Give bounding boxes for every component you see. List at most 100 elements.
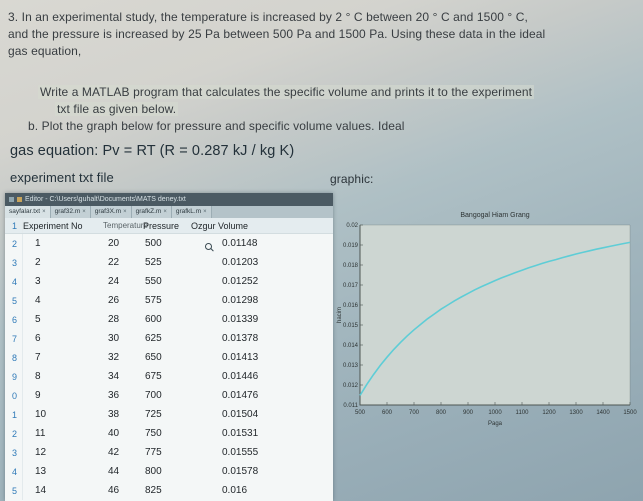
editor-tab[interactable]: grafkL.m ×: [171, 206, 212, 218]
table-row[interactable]: 7 6 30 625 0.01378: [5, 329, 333, 348]
table-row[interactable]: 9 8 34 675 0.01446: [5, 367, 333, 386]
editor-tabs: sayfalar.txt × graf32.m × graf3X.m × grafkZ.m ×…: [5, 206, 333, 218]
table-row[interactable]: 5 4 26 575 0.01298: [5, 291, 333, 310]
problem-line-3: gas equation,: [8, 44, 82, 58]
volume-value: 0.01148: [222, 238, 258, 249]
cell-temperature: 46: [108, 485, 120, 496]
cell-temperature: 32: [108, 352, 120, 363]
table-row[interactable]: 0 9 36 700 0.01476: [5, 386, 333, 405]
editor-titlebar[interactable]: Editor - C:\Users\guhalt\Documents\MATS …: [5, 193, 333, 206]
cell-experiment-no: 6: [35, 333, 41, 344]
cell-volume: 0.01252: [191, 276, 333, 287]
table-row[interactable]: 2 1 20 500 0.01148: [5, 234, 333, 253]
table-row[interactable]: 3 12 42 775 0.01555: [5, 443, 333, 462]
table-row[interactable]: 8 7 32 650 0.01413: [5, 348, 333, 367]
x-tick-label: 1400: [596, 410, 610, 416]
cell-experiment-no: 10: [35, 409, 47, 420]
table-row[interactable]: 4 3 24 550 0.01252: [5, 272, 333, 291]
cell-experiment-no: 3: [35, 276, 41, 287]
problem-line-a1: Write a MATLAB program that calculates t…: [38, 85, 535, 99]
line-number: 3: [5, 253, 23, 272]
cell-volume: 0.01446: [191, 371, 333, 382]
volume-value: 0.01378: [222, 333, 259, 344]
editor-tab[interactable]: sayfalar.txt ×: [5, 206, 51, 218]
y-tick-label: 0.013: [343, 363, 359, 369]
y-tick-label: 0.017: [343, 283, 359, 289]
line-number: 5: [5, 291, 23, 310]
tab-label: graf32.m: [54, 208, 81, 215]
cell-pressure: 825: [145, 485, 162, 496]
cell-volume: 0.01339: [191, 314, 333, 325]
tab-close-icon[interactable]: ×: [123, 209, 127, 215]
x-tick-label: 1100: [516, 410, 530, 416]
editor-window: Editor - C:\Users\guhalt\Documents\MATS …: [5, 193, 333, 501]
x-tick-label: 800: [436, 410, 447, 416]
tab-label: grafkZ.m: [135, 208, 162, 215]
col-header-pressure: Pressure: [143, 220, 180, 231]
volume-value: 0.01446: [222, 371, 259, 382]
line-number: 4: [5, 272, 23, 291]
table-row[interactable]: 6 5 28 600 0.01339: [5, 310, 333, 329]
cell-temperature: 42: [108, 447, 120, 458]
tab-label: grafkL.m: [175, 208, 202, 215]
cell-pressure: 600: [145, 314, 162, 325]
cell-temperature: 38: [108, 409, 120, 420]
axes-box: [360, 224, 631, 405]
cell-volume: 0.01555: [191, 447, 333, 458]
col-header-temperature: Temperature: [103, 221, 148, 230]
cell-experiment-no: 7: [35, 352, 41, 363]
table-row[interactable]: 1 10 38 725 0.01504: [5, 405, 333, 424]
x-tick-label: 600: [382, 410, 393, 416]
editor-title: Editor - C:\Users\guhalt\Documents\MATS …: [25, 196, 186, 203]
problem-line-b: b. Plot the graph below for pressure and…: [28, 119, 405, 133]
curve-line: [359, 241, 631, 396]
axes: [359, 225, 630, 406]
cell-experiment-no: 4: [35, 295, 41, 306]
editor-tab[interactable]: graf32.m ×: [50, 206, 91, 218]
x-tick-label: 1200: [542, 410, 556, 416]
cell-pressure: 500: [145, 238, 162, 249]
cell-temperature: 20: [108, 238, 120, 249]
line-number: 7: [5, 329, 23, 348]
cell-volume: 0.01413: [191, 352, 333, 363]
editor-tab[interactable]: grafkZ.m ×: [131, 206, 172, 218]
cell-experiment-no: 2: [35, 257, 41, 268]
tab-close-icon[interactable]: ×: [42, 209, 46, 215]
cell-temperature: 24: [108, 276, 120, 287]
tab-close-icon[interactable]: ×: [203, 209, 207, 215]
cell-experiment-no: 14: [35, 485, 47, 496]
plot-area: [360, 225, 630, 405]
cell-pressure: 750: [145, 428, 162, 439]
line-number: 3: [5, 443, 23, 462]
cell-volume: 0.01578: [191, 466, 333, 477]
cell-pressure: 575: [145, 295, 162, 306]
y-tick-label: 0.019: [343, 243, 359, 249]
table-row[interactable]: 3 2 22 525 0.01203: [5, 253, 333, 272]
tab-close-icon[interactable]: ×: [163, 209, 167, 215]
graphic-label: graphic:: [330, 172, 374, 186]
tab-close-icon[interactable]: ×: [82, 209, 86, 215]
x-tick-label: 1300: [569, 410, 583, 416]
y-tick-label: 0.016: [343, 303, 359, 309]
cell-temperature: 40: [108, 428, 120, 439]
cell-experiment-no: 12: [35, 447, 47, 458]
cell-pressure: 800: [145, 466, 162, 477]
x-tick-label: 900: [463, 410, 474, 416]
table-row[interactable]: 2 11 40 750 0.01531: [5, 424, 333, 443]
volume-value: 0.01252: [222, 276, 259, 287]
cell-experiment-no: 9: [35, 390, 41, 401]
editor-tab[interactable]: graf3X.m ×: [90, 206, 132, 218]
cell-temperature: 26: [108, 295, 120, 306]
y-tick-label: 0.018: [343, 263, 359, 269]
cell-pressure: 725: [145, 409, 162, 420]
table-row[interactable]: 4 13 44 800 0.01578: [5, 462, 333, 481]
tab-label: graf3X.m: [94, 208, 122, 215]
cell-pressure: 525: [145, 257, 162, 268]
cell-volume: 0.01504: [191, 409, 333, 420]
search-icon[interactable]: [205, 243, 213, 251]
cell-temperature: 30: [108, 333, 120, 344]
line-number: 6: [5, 310, 23, 329]
y-tick-label: 0.02: [346, 223, 358, 229]
table-row[interactable]: 5 14 46 825 0.016: [5, 481, 333, 500]
